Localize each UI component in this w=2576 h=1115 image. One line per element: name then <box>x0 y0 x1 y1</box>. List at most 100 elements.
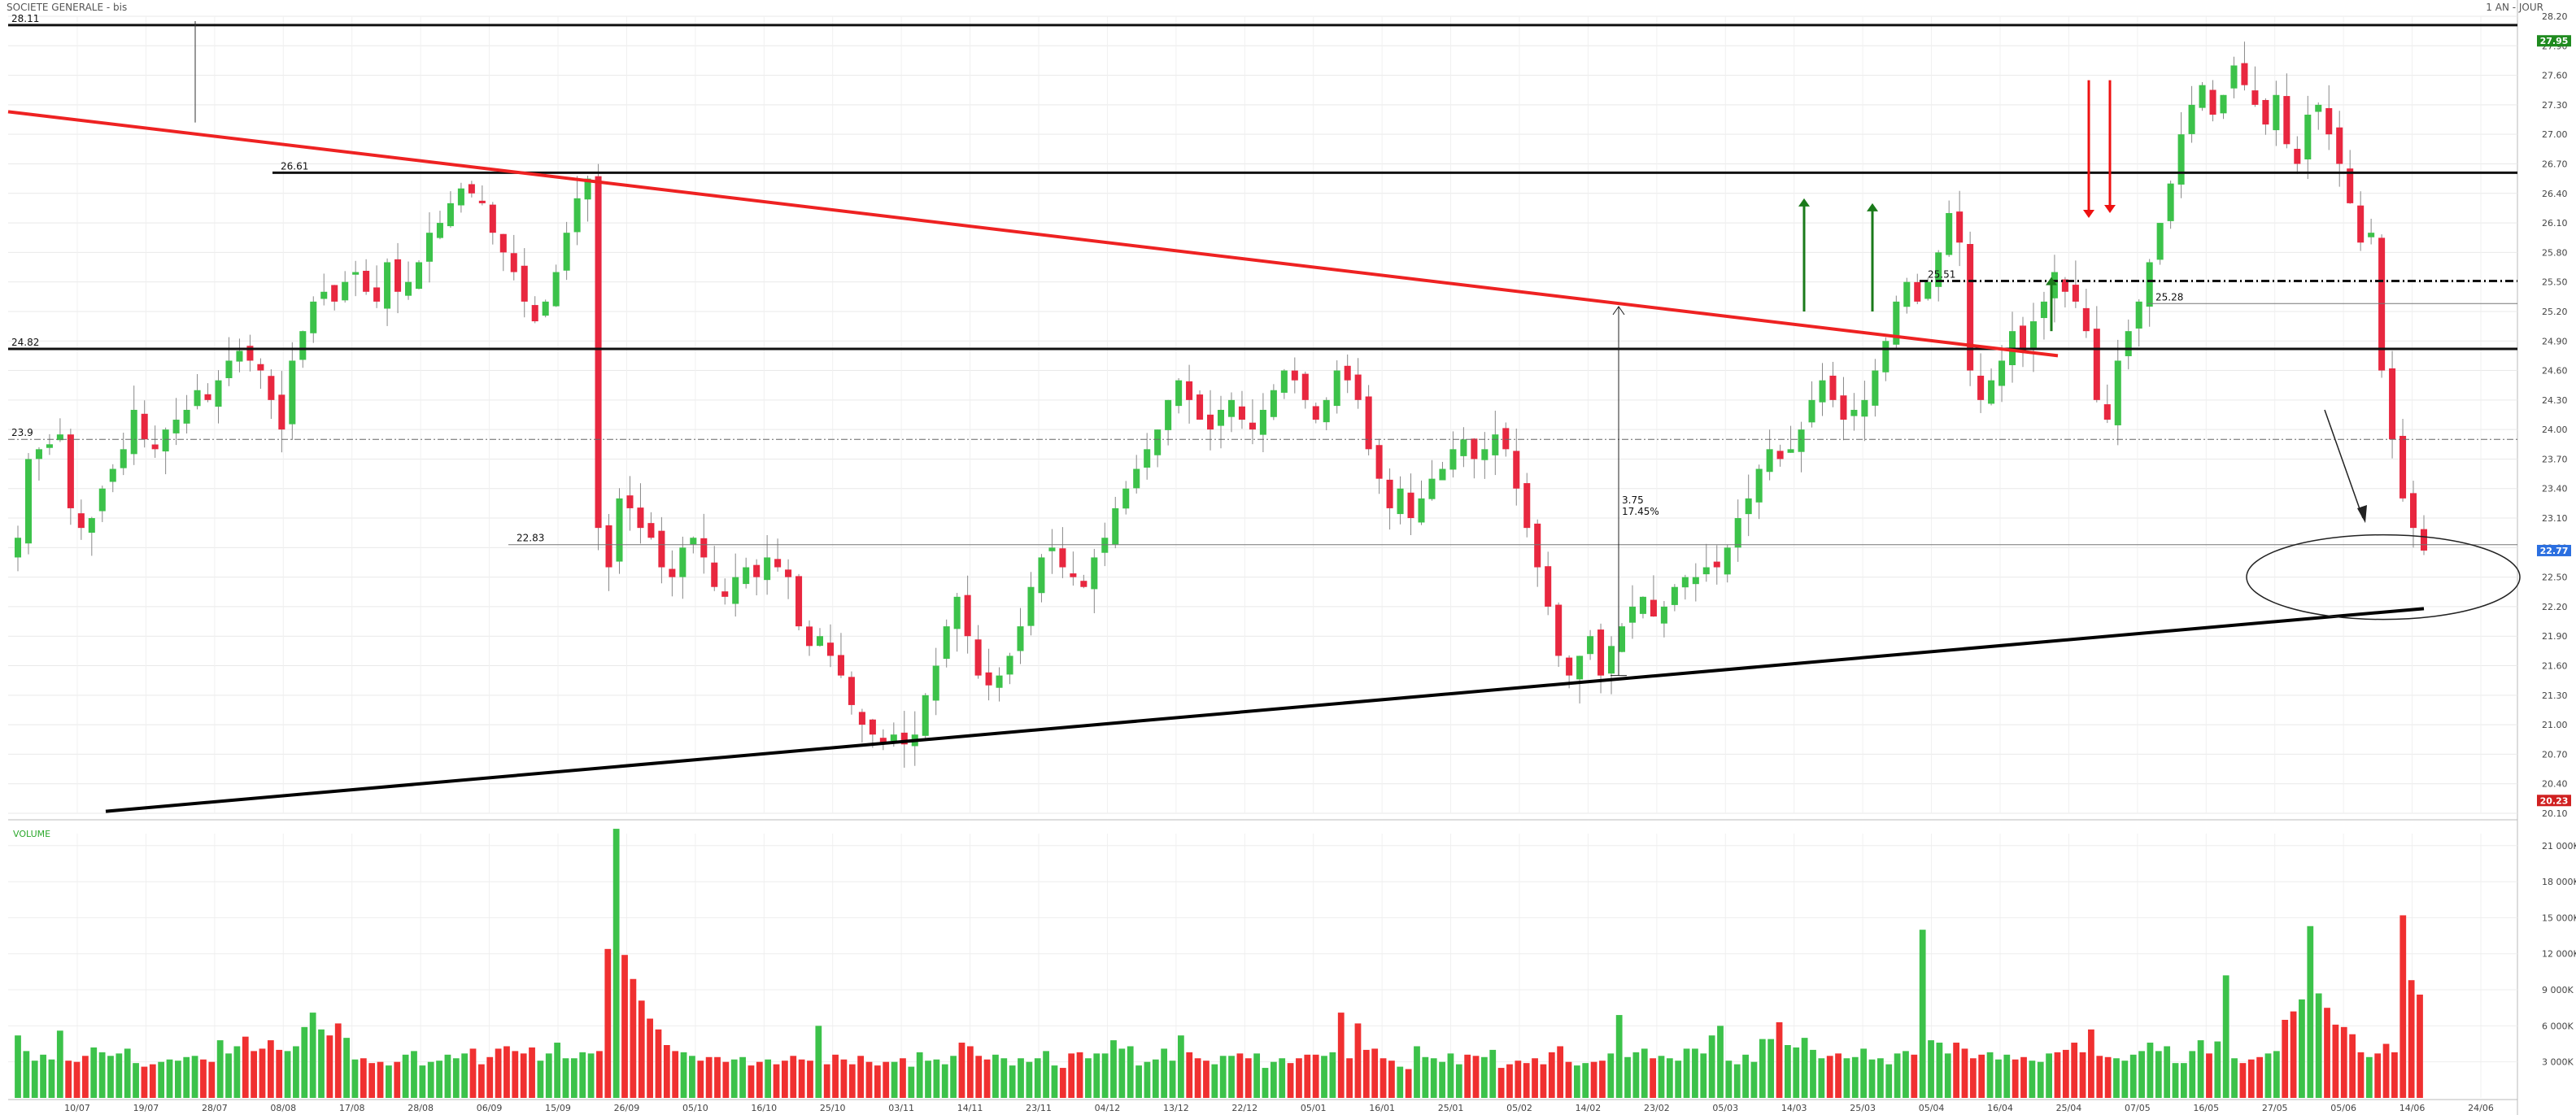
volume-bar <box>689 1056 695 1098</box>
volume-bar <box>1903 1051 1909 1098</box>
volume-bar <box>427 1061 434 1098</box>
volume-bar <box>647 1018 653 1098</box>
candle-body <box>1091 557 1098 590</box>
date-tick-label: 05/01 <box>1301 1103 1327 1113</box>
volume-bar <box>444 1054 451 1098</box>
candle-body <box>436 223 443 238</box>
volume-bars <box>15 829 2423 1098</box>
volume-bar <box>705 1056 713 1098</box>
volume-bar <box>1270 1061 1277 1098</box>
ascending-trendline[interactable] <box>105 607 2425 813</box>
volume-bar <box>377 1061 384 1098</box>
volume-bar <box>251 1051 258 1098</box>
candle-body <box>753 564 761 577</box>
candle-body <box>183 409 190 424</box>
volume-tick-label: 15 000K <box>2542 912 2576 923</box>
grid-layer <box>8 0 2518 1115</box>
volume-bar <box>1876 1058 1884 1098</box>
volume-tick-label: 12 000K <box>2542 949 2576 960</box>
candle-body <box>1734 518 1741 548</box>
date-tick-label: 14/06 <box>2399 1103 2426 1113</box>
candle-body <box>1608 646 1615 674</box>
green-up-arrowhead <box>2046 277 2057 285</box>
volume-bar <box>933 1059 940 1098</box>
candle-body <box>711 562 718 587</box>
volume-bar <box>1480 1056 1488 1098</box>
volume-bar <box>225 1053 232 1098</box>
pointer-arrow[interactable] <box>2324 409 2364 519</box>
volume-bar <box>98 1052 106 1098</box>
volume-bar <box>782 1061 788 1098</box>
date-tick-label: 10/07 <box>64 1103 90 1113</box>
last-price-badge-bg <box>2537 544 2571 556</box>
candle-body <box>826 642 834 656</box>
volume-bar <box>1650 1058 1656 1098</box>
candle-body <box>1027 586 1035 626</box>
volume-bar <box>756 1061 763 1098</box>
date-tick-label: 05/02 <box>1506 1103 1532 1113</box>
volume-bar <box>1582 1063 1589 1098</box>
date-tick-label: 14/03 <box>1781 1103 1807 1113</box>
candle-body <box>2125 331 2132 356</box>
volume-bar <box>1076 1052 1083 1098</box>
candle-body <box>1872 370 1879 406</box>
candle-body <box>1038 557 1045 594</box>
candle-body <box>1576 655 1584 680</box>
highlight-ellipse[interactable] <box>2246 534 2521 621</box>
date-tick-label: 08/08 <box>270 1103 296 1113</box>
volume-bar <box>1540 1064 1547 1098</box>
volume-bar <box>655 1029 662 1098</box>
volume-bar <box>284 1051 291 1098</box>
price-tick-label: 20.40 <box>2542 779 2568 790</box>
volume-bar <box>301 1026 308 1098</box>
price-tick-label: 24.00 <box>2542 425 2568 435</box>
volume-bar <box>386 1065 392 1098</box>
axes: 28.2027.9027.6027.3027.0026.7026.4026.10… <box>13 11 2576 1113</box>
volume-bar <box>1152 1059 1159 1098</box>
volume-bar <box>1666 1058 1673 1098</box>
volume-bar <box>554 1043 561 1098</box>
volume-bar <box>1430 1058 1437 1098</box>
volume-bar <box>267 1040 274 1098</box>
volume-bar <box>1750 1061 1758 1098</box>
candle-body <box>1566 657 1573 676</box>
date-tick-label: 14/02 <box>1576 1103 1602 1113</box>
chart-title: SOCIETE GENERALE - bis <box>7 2 128 13</box>
candle-body <box>785 569 792 577</box>
candle-body <box>1291 370 1298 381</box>
price-tick-label: 27.60 <box>2542 71 2568 81</box>
candle-body <box>1988 380 1995 404</box>
date-tick-label: 05/06 <box>2330 1103 2356 1113</box>
volume-bar <box>1944 1053 1951 1098</box>
volume-bar <box>748 1065 755 1098</box>
candle-body <box>837 655 844 676</box>
candle-body <box>2420 529 2428 551</box>
date-tick-label: 28/07 <box>202 1103 228 1113</box>
candle-body <box>236 351 243 362</box>
candle-body <box>700 538 708 558</box>
volume-bar <box>2273 1051 2280 1098</box>
volume-bar <box>1397 1066 1404 1098</box>
green-up-arrowhead <box>1867 203 1878 211</box>
price-tick-label: 24.90 <box>2542 336 2568 346</box>
volume-bar <box>765 1059 772 1098</box>
candle-body <box>1724 547 1731 575</box>
date-tick-label: 25/01 <box>1438 1103 1464 1113</box>
candle-body <box>2294 148 2301 164</box>
volume-bar <box>773 1064 780 1098</box>
candle-body <box>879 738 887 745</box>
candle-body <box>77 513 85 529</box>
candle-body <box>626 495 634 508</box>
volume-bar <box>1034 1058 1041 1098</box>
volume-bar <box>1337 1013 1345 1098</box>
candle-body <box>2336 127 2343 164</box>
candle-body <box>2357 205 2365 243</box>
candle-body <box>172 420 180 433</box>
candle-body <box>194 390 201 407</box>
price-tick-label: 21.00 <box>2542 720 2568 730</box>
candle-body <box>2251 90 2259 105</box>
descending-trendline[interactable] <box>7 110 2059 358</box>
volume-bar <box>469 1048 477 1098</box>
volume-bar <box>1186 1052 1193 1098</box>
